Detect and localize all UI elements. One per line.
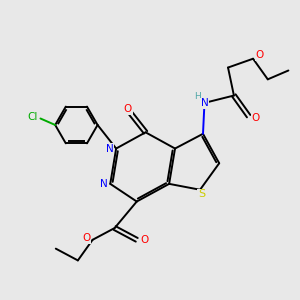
Text: O: O	[252, 112, 260, 123]
Text: S: S	[198, 189, 205, 199]
Text: N: N	[106, 143, 113, 154]
Text: O: O	[124, 104, 132, 114]
Text: Cl: Cl	[27, 112, 38, 122]
Text: N: N	[201, 98, 208, 109]
Text: O: O	[82, 233, 90, 243]
Text: H: H	[195, 92, 201, 101]
Text: O: O	[255, 50, 264, 60]
Text: N: N	[100, 179, 108, 189]
Text: O: O	[140, 236, 148, 245]
